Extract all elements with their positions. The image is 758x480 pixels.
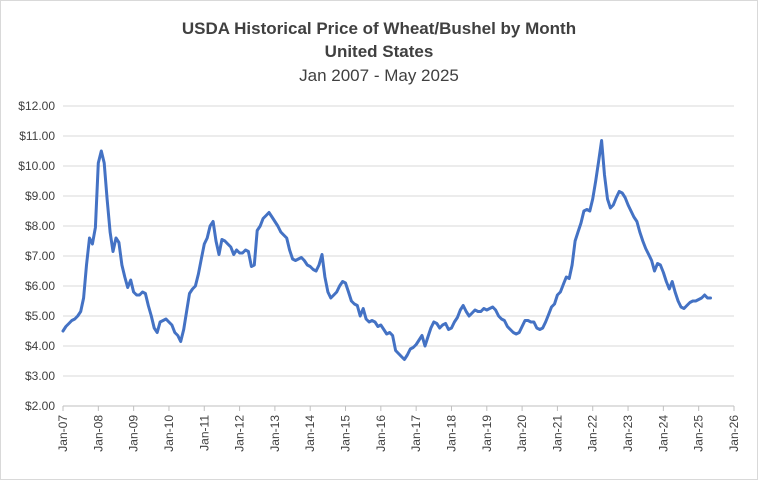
x-tick-label: Jan-11: [197, 415, 211, 451]
x-tick-label: Jan-26: [727, 415, 741, 452]
y-tick-label: $5.00: [25, 309, 55, 323]
y-tick-label: $9.00: [25, 189, 55, 203]
x-tick-label: Jan-07: [56, 415, 70, 452]
x-tick-label: Jan-21: [550, 415, 564, 452]
gridlines: [63, 105, 734, 407]
chart-date-range: Jan 2007 - May 2025: [299, 66, 459, 85]
x-tick-label: Jan-20: [515, 415, 529, 452]
chart-subtitle: United States: [324, 42, 434, 61]
x-tick-label: Jan-12: [233, 415, 247, 452]
x-tick-label: Jan-17: [409, 415, 423, 452]
y-tick-label: $7.00: [25, 249, 55, 263]
x-tick-label: Jan-09: [127, 415, 141, 452]
x-tick-label: Jan-23: [621, 415, 635, 452]
x-tick-label: Jan-22: [586, 415, 600, 452]
series-line-wheat-price: [61, 139, 712, 361]
series-group: [61, 139, 712, 361]
y-tick-label: $3.00: [25, 369, 55, 383]
y-tick-label: $4.00: [25, 339, 55, 353]
x-tick-label: Jan-10: [162, 415, 176, 452]
x-tick-label: Jan-08: [91, 415, 105, 452]
y-tick-label: $11.00: [19, 129, 55, 143]
chart-title: USDA Historical Price of Wheat/Bushel by…: [181, 19, 577, 38]
x-tick-label: Jan-19: [480, 415, 494, 452]
x-tick-label: Jan-14: [303, 415, 317, 452]
x-tick-label: Jan-25: [692, 415, 706, 452]
y-tick-label: $8.00: [25, 219, 55, 233]
y-tick-label: $6.00: [25, 279, 55, 293]
x-tick-label: Jan-15: [339, 415, 353, 452]
y-tick-label: $12.00: [18, 99, 55, 113]
y-axis-ticks: $2.00 $3.00 $4.00 $5.00 $6.00 $7.00 $8.00 $9.00…: [18, 99, 55, 413]
x-tick-label: Jan-18: [444, 415, 458, 452]
y-tick-label: $2.00: [25, 399, 55, 413]
x-tick-label: Jan-13: [268, 415, 282, 452]
x-tick-label: Jan-16: [374, 415, 388, 452]
x-axis-ticks: Jan-07 Jan-08 Jan-09 Jan-10 Jan-11 Jan-12 Jan-…: [56, 406, 741, 452]
y-tick-label: $10.00: [18, 159, 55, 173]
x-tick-label: Jan-24: [656, 415, 670, 452]
